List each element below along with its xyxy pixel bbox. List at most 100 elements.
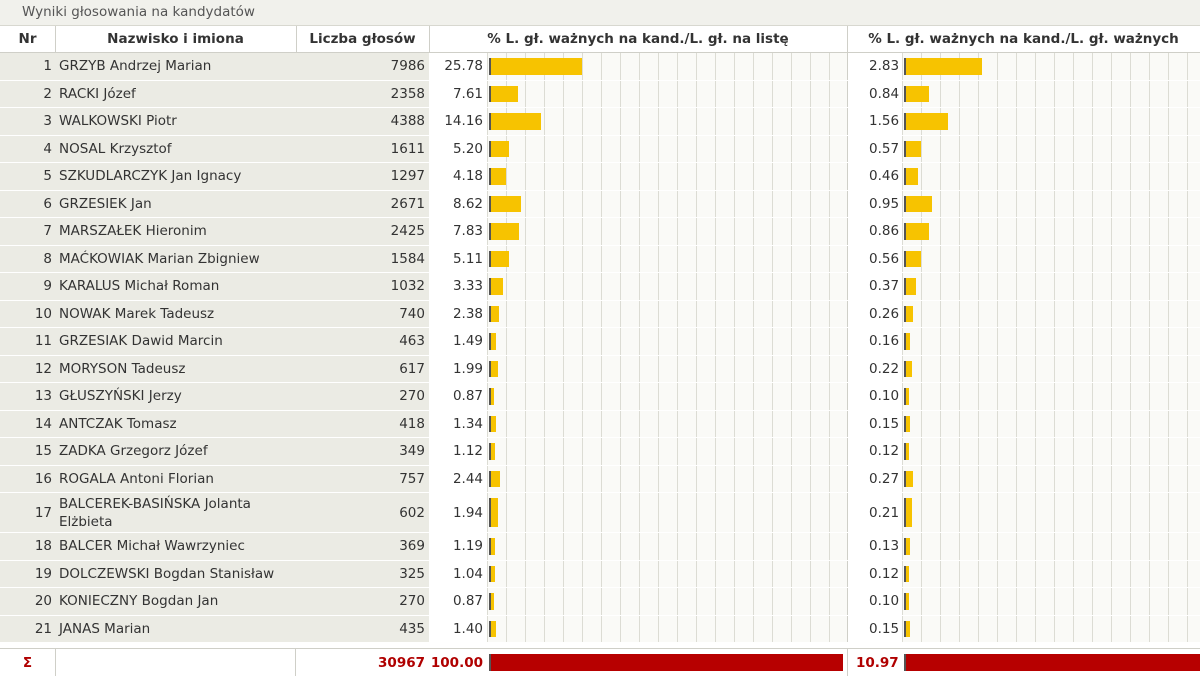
bar-pct-valid [904,620,911,637]
bar-pct-valid [904,223,930,240]
row-pct-list: 5.11 [429,245,487,272]
table-row[interactable]: 4 NOSAL Krzysztof 1611 5.20 0.57 [0,135,1200,163]
row-pct-valid: 2.83 [847,53,902,80]
row-pct-valid: 1.56 [847,108,902,135]
row-pct-list: 1.04 [429,560,487,587]
row-bar-list-cell [487,53,847,80]
table-row[interactable]: 20 KONIECZNY Bogdan Jan 270 0.87 0.10 [0,588,1200,616]
row-name: BALCER Michał Wawrzyniec [55,533,296,560]
bar-grid [902,438,1200,465]
bar-pct-list [489,443,495,460]
row-pct-list: 1.12 [429,438,487,465]
table-row[interactable]: 5 SZKUDLARCZYK Jan Ignacy 1297 4.18 0.46 [0,163,1200,191]
bar-grid [902,273,1200,300]
header-name[interactable]: Nazwisko i imiona [55,26,297,52]
bar-pct-list [489,360,498,377]
header-nr[interactable]: Nr [0,26,56,52]
totals-bar-valid [904,654,1200,671]
table-row[interactable]: 10 NOWAK Marek Tadeusz 740 2.38 0.26 [0,300,1200,328]
table-row[interactable]: 1 GRZYB Andrzej Marian 7986 25.78 2.83 [0,53,1200,81]
row-votes: 7986 [296,53,429,80]
row-votes: 2358 [296,80,429,107]
row-pct-valid: 0.12 [847,438,902,465]
table-row[interactable]: 21 JANAS Marian 435 1.40 0.15 [0,615,1200,643]
bar-grid [487,588,847,615]
header-pct-valid[interactable]: % L. gł. ważnych na kand./L. gł. ważnych [868,31,1179,47]
row-name: NOSAL Krzysztof [55,135,296,162]
table-row[interactable]: 8 MAĆKOWIAK Marian Zbigniew 1584 5.11 0.56 [0,245,1200,273]
bar-pct-valid [904,113,949,130]
row-bar-list-cell [487,218,847,245]
row-pct-valid: 0.86 [847,218,902,245]
bar-grid [902,410,1200,437]
header-pct-list[interactable]: % L. gł. ważnych na kand./L. gł. na list… [429,26,848,52]
row-pct-valid: 0.16 [847,328,902,355]
row-pct-valid: 0.37 [847,273,902,300]
row-name: BALCEREK-BASIŃSKA Jolanta Elżbieta [55,493,296,532]
bar-grid [902,245,1200,272]
row-votes: 1584 [296,245,429,272]
table-row[interactable]: 2 RACKI Józef 2358 7.61 0.84 [0,80,1200,108]
row-bar-list-cell [487,493,847,532]
table-row[interactable]: 16 ROGALA Antoni Florian 757 2.44 0.27 [0,465,1200,493]
row-pct-list: 1.94 [429,493,487,532]
row-pct-list: 7.83 [429,218,487,245]
row-nr: 5 [0,163,55,190]
table-row[interactable]: 9 KARALUS Michał Roman 1032 3.33 0.37 [0,273,1200,301]
totals-votes: 30967 [296,649,429,676]
table-row[interactable]: 14 ANTCZAK Tomasz 418 1.34 0.15 [0,410,1200,438]
table-row[interactable]: 6 GRZESIEK Jan 2671 8.62 0.95 [0,190,1200,218]
row-pct-valid: 0.10 [847,383,902,410]
column-separator [847,80,848,107]
row-name: ZADKA Grzegorz Józef [55,438,296,465]
bar-grid [487,108,847,135]
bar-pct-valid [904,140,922,157]
row-bar-valid-cell [902,615,1200,642]
bar-grid [902,615,1200,642]
bar-pct-list [489,195,522,212]
column-separator [847,108,848,135]
bar-grid [902,108,1200,135]
table-row[interactable]: 12 MORYSON Tadeusz 617 1.99 0.22 [0,355,1200,383]
header-votes[interactable]: Liczba głosów [296,26,430,52]
row-name: NOWAK Marek Tadeusz [55,300,296,327]
row-bar-list-cell [487,588,847,615]
table-row[interactable]: 3 WALKOWSKI Piotr 4388 14.16 1.56 [0,108,1200,136]
table-row[interactable]: 11 GRZESIAK Dawid Marcin 463 1.49 0.16 [0,328,1200,356]
table-row[interactable]: 18 BALCER Michał Wawrzyniec 369 1.19 0.13 [0,533,1200,561]
bar-grid [487,355,847,382]
row-bar-list-cell [487,328,847,355]
row-bar-list-cell [487,190,847,217]
row-bar-list-cell [487,410,847,437]
bar-pct-list [489,415,496,432]
table-row[interactable]: 15 ZADKA Grzegorz Józef 349 1.12 0.12 [0,438,1200,466]
bar-pct-list [489,223,519,240]
table-row[interactable]: 19 DOLCZEWSKI Bogdan Stanisław 325 1.04 0.12 [0,560,1200,588]
row-bar-valid-cell [902,218,1200,245]
bar-grid [487,218,847,245]
row-nr: 3 [0,108,55,135]
column-separator [847,328,848,355]
column-separator [847,438,848,465]
bar-pct-list [489,620,496,637]
column-separator [847,245,848,272]
row-bar-list-cell [487,135,847,162]
row-pct-list: 1.99 [429,355,487,382]
bar-grid [902,533,1200,560]
row-pct-list: 4.18 [429,163,487,190]
row-bar-list-cell [487,615,847,642]
row-votes: 325 [296,560,429,587]
table-row[interactable]: 17 BALCEREK-BASIŃSKA Jolanta Elżbieta 602 1… [0,493,1200,533]
row-name: KONIECZNY Bogdan Jan [55,588,296,615]
bar-grid [902,218,1200,245]
row-bar-list-cell [487,560,847,587]
table-row[interactable]: 7 MARSZAŁEK Hieronim 2425 7.83 0.86 [0,218,1200,246]
bar-pct-list [489,250,509,267]
totals-bar-list-cell [487,649,847,676]
column-separator [847,533,848,560]
table-row[interactable]: 13 GŁUSZYŃSKI Jerzy 270 0.87 0.10 [0,383,1200,411]
row-pct-valid: 0.15 [847,410,902,437]
column-separator [847,300,848,327]
row-pct-list: 8.62 [429,190,487,217]
bar-grid [487,383,847,410]
